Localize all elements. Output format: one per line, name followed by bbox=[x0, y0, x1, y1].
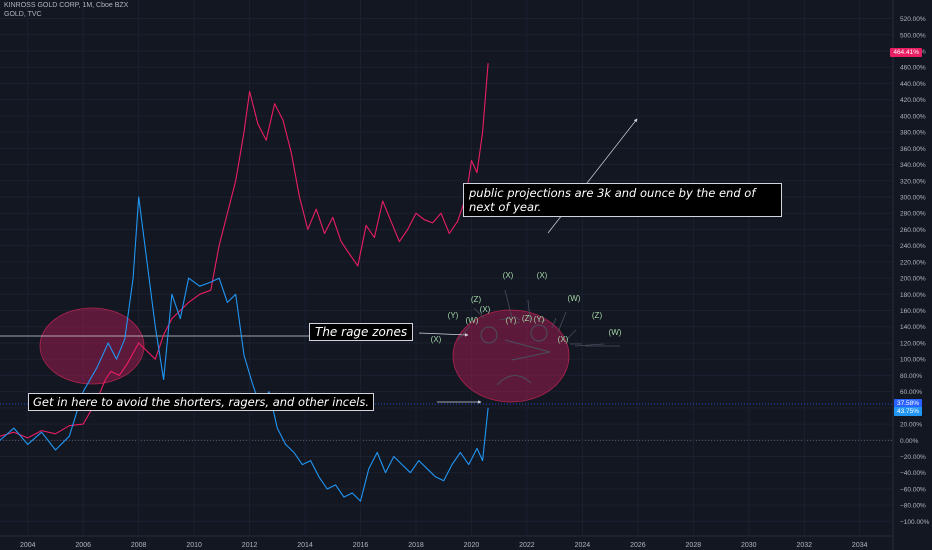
gold-price-tag: 43.75% bbox=[893, 407, 922, 416]
y-tick-label: 260.00% bbox=[900, 227, 926, 234]
wave-label: (Z) bbox=[592, 311, 603, 320]
y-tick-label: 220.00% bbox=[900, 259, 926, 266]
face-spike bbox=[565, 329, 577, 341]
y-tick-label: −60.00% bbox=[900, 486, 926, 493]
wave-label: (Z) bbox=[471, 295, 482, 304]
wave-label: (Y) bbox=[534, 315, 545, 324]
y-tick-label: −100.00% bbox=[900, 519, 930, 526]
x-tick-label: 2018 bbox=[408, 542, 424, 549]
x-tick-label: 2008 bbox=[131, 542, 147, 549]
price-tag-secondary: 37.58% bbox=[893, 399, 922, 408]
y-tick-label: 360.00% bbox=[900, 146, 926, 153]
x-tick-label: 2024 bbox=[575, 542, 591, 549]
face-nose bbox=[504, 339, 551, 361]
face-spike bbox=[513, 321, 521, 325]
y-tick-label: 0.00% bbox=[900, 438, 919, 445]
rage-zones-arrow bbox=[418, 332, 469, 337]
wave-label: (Y) bbox=[448, 311, 459, 320]
y-tick-label: 180.00% bbox=[900, 292, 926, 299]
grid-layer bbox=[0, 0, 893, 536]
x-tick-label: 2022 bbox=[519, 542, 535, 549]
y-tick-label: 280.00% bbox=[900, 211, 926, 218]
chart-title: KINROSS GOLD CORP, 1M, Cboe BZX bbox=[4, 2, 129, 9]
wave-label: (X) bbox=[480, 305, 491, 314]
y-tick-label: −40.00% bbox=[900, 470, 926, 477]
y-tick-label: 320.00% bbox=[900, 178, 926, 185]
x-tick-label: 2016 bbox=[353, 542, 369, 549]
face-spike bbox=[513, 315, 521, 321]
y-tick-label: 80.00% bbox=[900, 373, 922, 380]
face-left-eye bbox=[480, 326, 498, 344]
wave-label: (X) bbox=[503, 271, 514, 280]
y-tick-label: 140.00% bbox=[900, 324, 926, 331]
wave-label: (Y) bbox=[506, 316, 517, 325]
wave-label: (X) bbox=[537, 271, 548, 280]
projection-note: public projections are 3k and ounce by t… bbox=[463, 183, 782, 217]
kgc-price-tag: 464.41% bbox=[890, 48, 922, 57]
x-tick-label: 2006 bbox=[75, 542, 91, 549]
y-tick-label: 460.00% bbox=[900, 65, 926, 72]
face-spike bbox=[527, 299, 531, 321]
y-tick-label: 420.00% bbox=[900, 97, 926, 104]
y-tick-label: 200.00% bbox=[900, 276, 926, 283]
y-tick-label: 340.00% bbox=[900, 162, 926, 169]
zone-layer bbox=[0, 307, 893, 405]
y-tick-label: 60.00% bbox=[900, 389, 922, 396]
y-tick-label: 240.00% bbox=[900, 243, 926, 250]
wave-label: (W) bbox=[568, 294, 581, 303]
face-spike bbox=[574, 343, 605, 347]
y-tick-label: 300.00% bbox=[900, 194, 926, 201]
y-tick-label: 440.00% bbox=[900, 81, 926, 88]
y-tick-label: 120.00% bbox=[900, 340, 926, 347]
wave-label: (Z) bbox=[522, 314, 533, 323]
x-tick-label: 2032 bbox=[796, 542, 812, 549]
angry-face-circle bbox=[452, 309, 570, 403]
face-frown bbox=[496, 375, 532, 386]
wave-label: (X) bbox=[558, 335, 569, 344]
x-tick-label: 2028 bbox=[686, 542, 702, 549]
x-tick-label: 2030 bbox=[741, 542, 757, 549]
gold-series-line bbox=[0, 196, 489, 502]
y-tick-label: 20.00% bbox=[900, 422, 922, 429]
y-tick-label: 100.00% bbox=[900, 357, 926, 364]
y-tick-label: 500.00% bbox=[900, 32, 926, 39]
face-spike bbox=[551, 317, 557, 329]
rage-zone-circle bbox=[39, 307, 145, 385]
x-tick-label: 2012 bbox=[242, 542, 258, 549]
y-tick-label: 400.00% bbox=[900, 113, 926, 120]
x-tick-label: 2010 bbox=[186, 542, 202, 549]
face-spike bbox=[457, 325, 471, 341]
chart-subtitle: GOLD, TVC bbox=[4, 11, 42, 18]
y-tick-label: 520.00% bbox=[900, 16, 926, 23]
face-spike bbox=[473, 307, 485, 319]
y-tick-label: −80.00% bbox=[900, 503, 926, 510]
rage-zones-note: The rage zones bbox=[309, 323, 414, 341]
x-tick-label: 2014 bbox=[297, 542, 313, 549]
x-tick-label: 2004 bbox=[20, 542, 36, 549]
face-spike bbox=[539, 319, 547, 323]
y-tick-label: 380.00% bbox=[900, 130, 926, 137]
y-tick-label: 160.00% bbox=[900, 308, 926, 315]
kgc-series-line bbox=[0, 63, 489, 439]
wave-label: (W) bbox=[609, 328, 622, 337]
y-tick-label: −20.00% bbox=[900, 454, 926, 461]
x-tick-label: 2020 bbox=[464, 542, 480, 549]
wave-label: (W) bbox=[466, 316, 479, 325]
x-tick-label: 2034 bbox=[852, 542, 868, 549]
face-spike bbox=[557, 311, 567, 333]
anno-layer: (X) (X)(W)(Z)(Y)(X)(W) (Y) (Z) (Y) (Z)(W)(X)(… bbox=[418, 118, 638, 404]
get-in-note: Get in here to avoid the shorters, rager… bbox=[28, 393, 375, 411]
face-spike bbox=[504, 289, 513, 319]
series-layer bbox=[0, 63, 489, 502]
face-right-eye bbox=[530, 324, 548, 342]
x-tick-label: 2026 bbox=[630, 542, 646, 549]
face-spike bbox=[499, 317, 511, 321]
wave-label: (X) bbox=[431, 335, 442, 344]
